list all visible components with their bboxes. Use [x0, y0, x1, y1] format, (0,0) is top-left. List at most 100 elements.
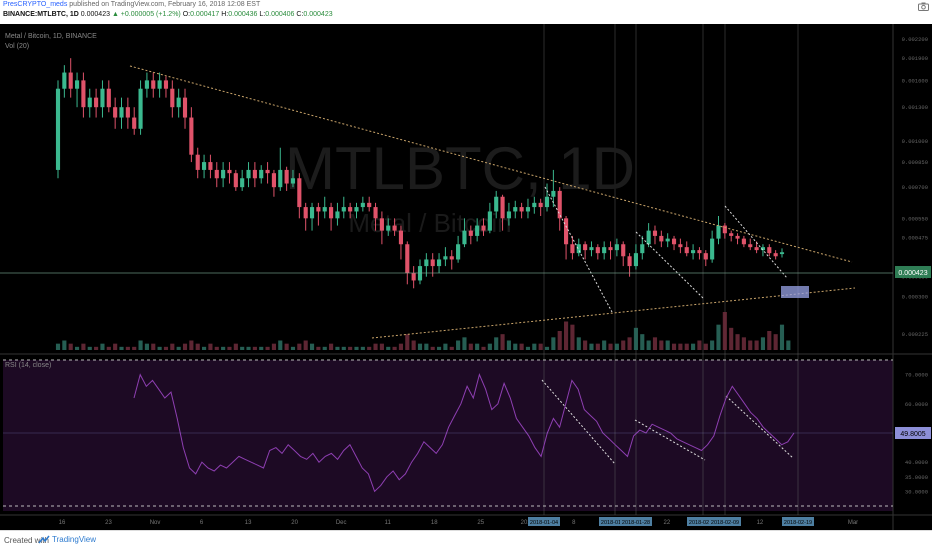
candle-body — [525, 207, 531, 212]
candle-body — [544, 196, 550, 208]
candle-body — [157, 80, 162, 89]
volume-bar — [614, 343, 619, 350]
volume-bar — [519, 343, 524, 350]
volume-bar — [252, 346, 257, 350]
candle-body — [259, 169, 264, 179]
volume-bar — [259, 346, 264, 350]
volume-bar — [697, 340, 702, 350]
volume-bar — [202, 346, 207, 350]
volume-bar — [430, 346, 435, 350]
volume-bar — [786, 340, 791, 350]
volume-bar — [417, 343, 423, 350]
volume-bar — [398, 343, 404, 350]
author-link[interactable]: PresCRYPTO_meds — [3, 1, 68, 8]
candle-body — [329, 207, 334, 219]
time-tick-label: 11 — [385, 520, 392, 526]
candle-body — [208, 162, 213, 170]
high-value: 0.000436 — [228, 11, 258, 18]
volume-bar — [189, 340, 194, 350]
volume-bar — [659, 340, 664, 350]
candle-body — [360, 202, 365, 208]
candle-body — [373, 207, 378, 219]
volume-bar — [691, 343, 696, 350]
date-tag-label: 2018-01-28 — [622, 520, 650, 526]
candle-body — [106, 88, 111, 108]
candle-body — [678, 244, 683, 248]
close-value: 0.000423 — [303, 11, 333, 18]
volume-legend: Vol (20) — [5, 43, 29, 50]
rsi-line — [133, 373, 795, 493]
price-axis: 0.002200 0.001900 0.001600 0.001300 0.001000… — [902, 36, 928, 338]
chart-area[interactable]: MTLBTC, 1D Metal / Bitcoin Metal / Bitco… — [0, 24, 932, 530]
candle-body — [386, 225, 391, 231]
candle-body — [614, 244, 619, 251]
candle-body — [716, 225, 721, 239]
time-tick-label: 18 — [431, 520, 438, 526]
volume-bar — [748, 340, 753, 350]
volume-bar — [113, 343, 118, 350]
volume-bar — [227, 346, 232, 350]
candle-body — [405, 244, 410, 274]
volume-bar — [500, 334, 505, 350]
candle-body — [475, 225, 480, 236]
volume-bar — [392, 346, 397, 350]
time-tick-label: 8 — [572, 520, 576, 526]
volume-bar — [170, 343, 175, 350]
volume-bar — [297, 343, 302, 350]
price-tick-label: 0.001600 — [902, 77, 928, 84]
volume-bar — [710, 340, 715, 350]
candle-body — [500, 196, 505, 219]
candle-body — [494, 196, 499, 212]
candle-body — [278, 169, 283, 188]
volume-bar — [341, 346, 346, 350]
candle-body — [729, 233, 734, 236]
volume-bar — [367, 346, 372, 350]
volume-bar — [119, 346, 124, 350]
last-price: 0.000423 — [80, 11, 110, 18]
candle-body — [697, 250, 702, 254]
date-tag-background — [782, 517, 814, 526]
candle-body — [671, 238, 677, 245]
rsi-legend: RSI (14, close) — [5, 362, 51, 369]
price-tick-label: 0.001000 — [902, 138, 928, 145]
price-tick-label: 0.000850 — [902, 159, 928, 166]
volume-bar — [538, 343, 543, 350]
volume-bar — [87, 346, 92, 350]
date-tag-background — [620, 517, 652, 526]
volume-bar — [449, 346, 454, 350]
candle-body — [449, 256, 454, 260]
volume-bar — [62, 340, 67, 350]
volume-bar — [176, 346, 181, 350]
created-with-text: Created with — [4, 536, 49, 545]
high-label: H: — [221, 11, 229, 18]
volume-bar — [240, 346, 245, 350]
candle-body — [538, 202, 543, 208]
candle-body — [684, 247, 689, 254]
volume-bar — [329, 343, 334, 350]
candle-body — [710, 238, 715, 260]
rsi-tick-label: 70.0000 — [905, 372, 928, 379]
volume-bars — [55, 312, 791, 350]
volume-bar — [722, 312, 727, 350]
volume-bar — [602, 340, 607, 350]
candle-body — [589, 247, 594, 251]
price-tick-label: 0.000300 — [902, 294, 928, 301]
candle-body — [398, 230, 404, 245]
candle-body — [81, 80, 86, 108]
low-label: L: — [259, 11, 266, 18]
candle-body — [519, 207, 524, 212]
candle-body — [735, 235, 740, 239]
candle-body — [576, 244, 581, 254]
target-zone-box — [781, 286, 809, 298]
tradingview-brand[interactable]: TradingView — [52, 535, 97, 544]
rsi-tick-label: 35.0000 — [905, 474, 928, 481]
candle-body — [436, 259, 442, 267]
volume-bar — [214, 346, 219, 350]
volume-bar — [754, 340, 759, 350]
candle-body — [55, 88, 61, 170]
candle-body — [354, 207, 359, 212]
volume-bar — [386, 346, 391, 350]
price-tick-label: 0.001900 — [902, 55, 928, 62]
camera-icon[interactable] — [918, 2, 929, 11]
volume-bar — [716, 324, 721, 350]
